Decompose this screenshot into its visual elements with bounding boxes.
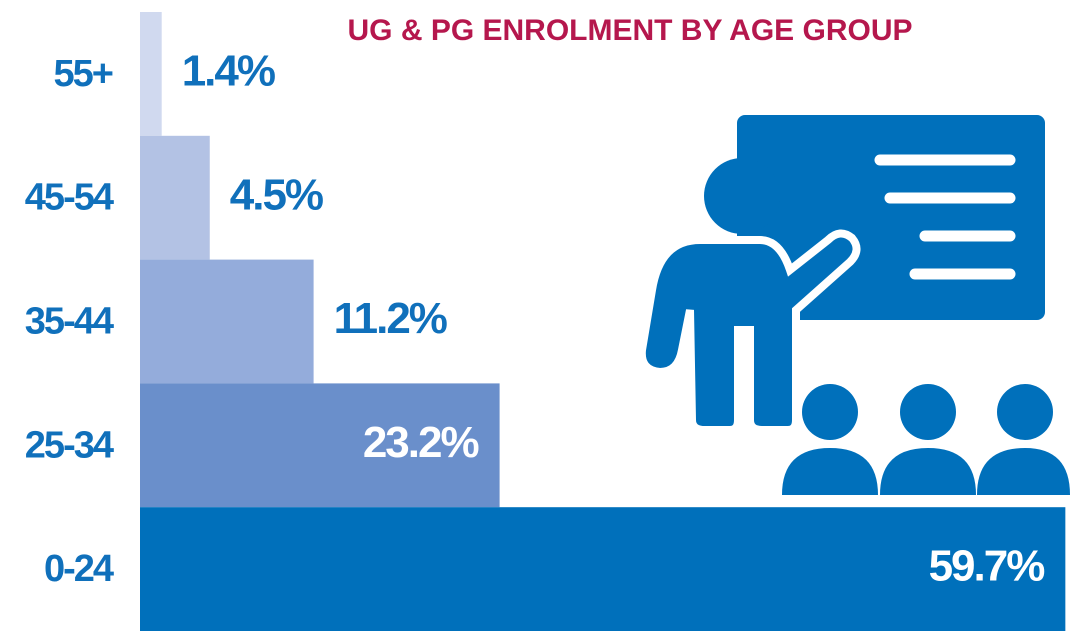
bar (140, 259, 314, 384)
student-head (802, 384, 858, 440)
student-body (782, 448, 878, 495)
data-label: 4.5% (230, 170, 323, 219)
board-lines (874, 154, 1016, 280)
student-head (900, 384, 956, 440)
data-label: 23.2% (363, 418, 479, 467)
y-tick-label: 0-24 (44, 548, 114, 590)
bar (140, 507, 1066, 631)
chart-title: UG & PG ENROLMENT BY AGE GROUP (348, 14, 913, 47)
student-body (977, 448, 1070, 495)
y-tick-label: 35-44 (25, 301, 114, 343)
y-tick-label: 55+ (54, 53, 113, 95)
y-tick-label: 45-54 (25, 177, 114, 219)
y-tick-label: 25-34 (25, 424, 114, 466)
teacher-body (637, 229, 861, 434)
data-label: 1.4% (182, 47, 275, 96)
data-label: 11.2% (334, 294, 447, 343)
student-head (997, 384, 1053, 440)
teacher-head (704, 158, 780, 234)
bar (140, 383, 500, 508)
data-label: 59.7% (929, 542, 1045, 591)
bar (140, 12, 162, 136)
student-body (880, 448, 976, 495)
bar (140, 135, 210, 260)
teacher-icon (637, 115, 1070, 495)
